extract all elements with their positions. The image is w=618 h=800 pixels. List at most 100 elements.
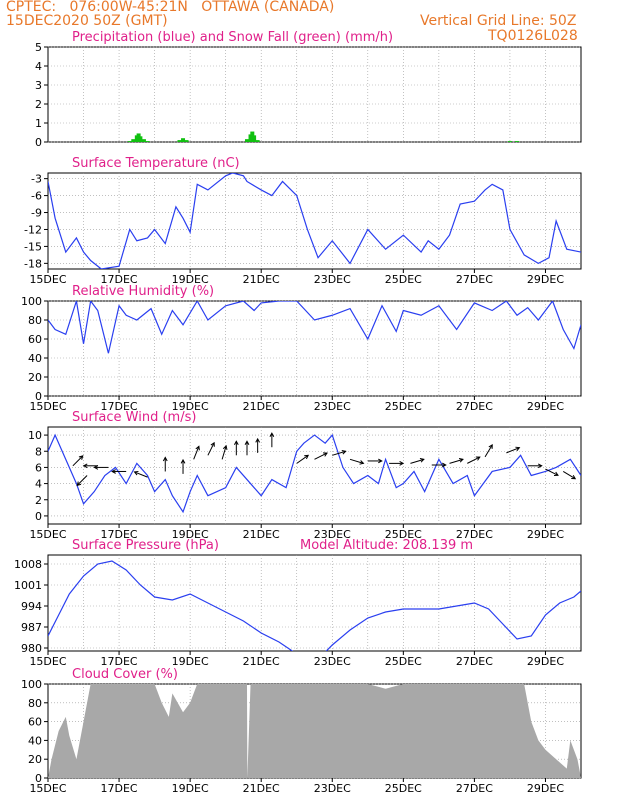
wind-arrow-head [537, 463, 543, 469]
wind-xtick-label: 25DEC [385, 528, 422, 541]
wind-arrow-shaft [72, 455, 84, 467]
wind-arrow-shaft [410, 458, 424, 464]
wind-xtick-label: 15DEC [29, 528, 66, 541]
rh-ytick-label: 0 [35, 390, 42, 403]
wind-arrow-head [244, 440, 250, 446]
pres-ytick-label: 994 [21, 600, 42, 613]
precip-frame [47, 46, 582, 143]
pres-frame [47, 554, 582, 652]
pres-ytick-label: 1008 [14, 558, 42, 571]
cloud-ytick-label: 100 [21, 678, 42, 691]
rh-series-line [48, 301, 581, 354]
snow-bar [507, 141, 512, 142]
wind-arrow-head [359, 460, 365, 465]
snow-bar [127, 141, 132, 142]
wind-arrow-shaft [134, 471, 148, 478]
wind-arrow-shaft [332, 450, 346, 456]
cloud-title: Cloud Cover (%) [72, 667, 178, 682]
wind-arrow-head [553, 471, 559, 476]
temp-xtick-label: 27DEC [456, 273, 493, 286]
snow-bar [252, 135, 257, 142]
run-code: TQ0126L028 [488, 28, 578, 44]
temp-xtick-label: 15DEC [29, 273, 66, 286]
pres-xtick-label: 15DEC [29, 655, 66, 668]
wind-arrow-head [399, 461, 405, 466]
temp-ytick-label: -12 [24, 223, 42, 236]
snow-bar [145, 141, 150, 142]
pres-xtick-label: 27DEC [456, 655, 493, 668]
wind-arrow-head [76, 481, 82, 487]
station-header: CPTEC: 076:00W-45:21N OTTAWA (CANADA) [6, 0, 335, 15]
wind-arrow-head [195, 445, 200, 451]
wind-ytick-label: 6 [35, 461, 42, 474]
temp-xtick-label: 19DEC [172, 273, 209, 286]
wind-arrow-shaft [349, 458, 364, 464]
wind-arrow-head [133, 470, 139, 476]
wind-ytick-label: 2 [35, 494, 42, 507]
cloud-area [48, 684, 581, 778]
pres-xtick-label: 23DEC [314, 655, 351, 668]
snow-bar [177, 140, 182, 142]
wind-arrow-shaft [296, 454, 309, 464]
wind-xtick-label: 17DEC [101, 528, 138, 541]
temp-frame [47, 172, 582, 270]
grid-line-note: Vertical Grid Line: 50Z [420, 13, 577, 29]
wind-arrow-shaft [545, 468, 559, 476]
temp-ytick-label: -3 [31, 173, 42, 186]
rh-ytick-label: 40 [28, 352, 42, 365]
rh-xtick-label: 25DEC [385, 400, 422, 413]
wind-arrow-shaft [314, 452, 328, 460]
wind-arrow-head [378, 458, 383, 464]
wind-title: Surface Wind (m/s) [72, 410, 196, 425]
pres-xtick-label: 25DEC [385, 655, 422, 668]
cloud-ytick-label: 40 [28, 734, 42, 747]
cloud-xtick-label: 29DEC [527, 782, 564, 795]
rh-ytick-label: 100 [21, 295, 42, 308]
temp-xtick-label: 23DEC [314, 273, 351, 286]
rh-title: Relative Humidity (%) [72, 284, 214, 299]
wind-arrow-head [210, 441, 215, 447]
cloud-ytick-label: 0 [35, 772, 42, 785]
cloud-xtick-label: 25DEC [385, 782, 422, 795]
wind-arrow-head [341, 449, 347, 455]
temp-ytick-label: -9 [31, 207, 42, 220]
wind-arrow-head [475, 456, 481, 461]
temp-xtick-label: 29DEC [527, 273, 564, 286]
wind-arrow-head [571, 474, 577, 480]
wind-xtick-label: 21DEC [243, 528, 280, 541]
rh-frame [47, 300, 582, 397]
temp-series-line [48, 173, 581, 269]
rh-ytick-label: 80 [28, 314, 42, 327]
snow-bar [184, 140, 189, 142]
rh-xtick-label: 15DEC [29, 400, 66, 413]
wind-arrow-head [304, 454, 310, 460]
wind-arrow-head [442, 462, 447, 468]
wind-arrow-head [162, 456, 168, 462]
wind-arrow-head [78, 455, 84, 460]
temp-ytick-label: -6 [31, 190, 42, 203]
cloud-xtick-label: 27DEC [456, 782, 493, 795]
wind-arrow-head [269, 432, 275, 437]
wind-arrow-head [82, 463, 88, 469]
rh-xtick-label: 29DEC [527, 400, 564, 413]
wind-arrow-head [255, 437, 261, 443]
wind-arrow-head [419, 458, 425, 463]
temp-xtick-label: 21DEC [243, 273, 280, 286]
precip-ytick-label: 4 [35, 60, 42, 73]
wind-frame [47, 426, 582, 525]
wind-arrow-shaft [76, 475, 88, 486]
cloud-xtick-label: 19DEC [172, 782, 209, 795]
wind-series-line [48, 433, 581, 514]
cloud-xtick-label: 21DEC [243, 782, 280, 795]
pres-ytick-label: 1001 [14, 579, 42, 592]
wind-arrow-head [111, 469, 116, 474]
wind-xtick-label: 27DEC [456, 528, 493, 541]
precip-ytick-label: 5 [35, 41, 42, 54]
rh-ytick-label: 20 [28, 371, 42, 384]
wind-arrow-shaft [449, 458, 464, 464]
cloud-ytick-label: 60 [28, 716, 42, 729]
temp-xtick-label: 17DEC [101, 273, 138, 286]
snow-bar [515, 141, 520, 142]
wind-xtick-label: 19DEC [172, 528, 209, 541]
pres-title: Surface Pressure (hPa) [72, 538, 219, 553]
